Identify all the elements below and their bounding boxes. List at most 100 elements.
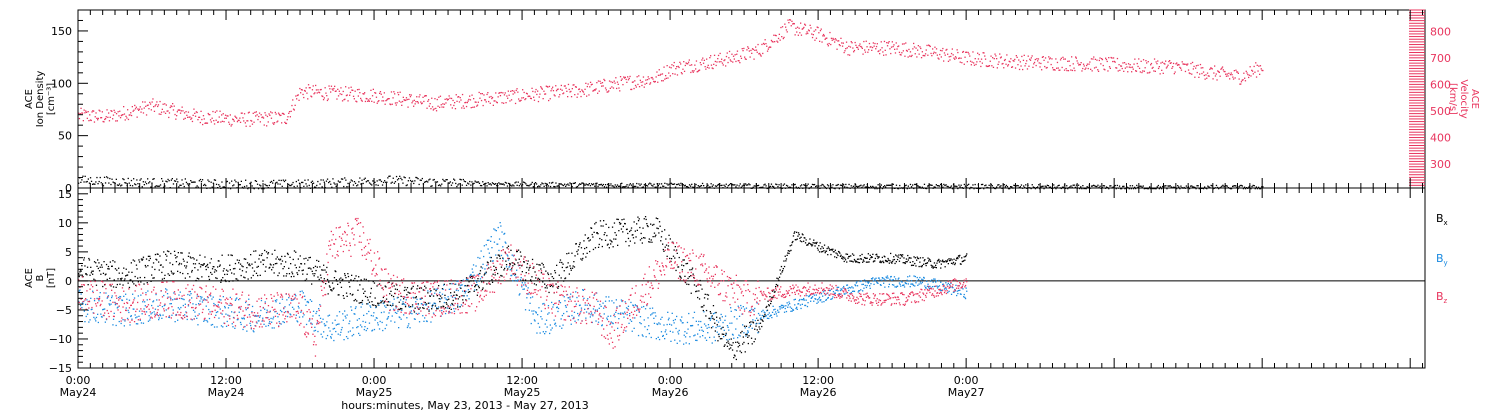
data-point	[312, 315, 314, 317]
data-point	[431, 185, 433, 187]
data-point	[608, 296, 610, 298]
data-point	[504, 232, 506, 235]
data-point	[210, 295, 212, 297]
data-point	[447, 296, 449, 298]
data-point	[582, 257, 584, 260]
data-point	[543, 90, 545, 92]
data-point	[1257, 186, 1260, 188]
data-point	[740, 332, 742, 334]
data-point	[1196, 71, 1198, 74]
data-point	[601, 325, 603, 327]
data-point	[1030, 57, 1032, 59]
data-point	[668, 183, 670, 185]
data-point	[931, 55, 933, 57]
data-point	[427, 181, 429, 183]
data-point	[439, 291, 441, 294]
data-point	[465, 290, 467, 292]
data-point	[516, 88, 518, 90]
data-point	[620, 222, 622, 225]
data-point	[138, 259, 140, 261]
data-point	[976, 61, 978, 63]
data-point	[544, 182, 546, 185]
data-point	[704, 293, 706, 295]
data-point	[802, 27, 804, 30]
data-point	[415, 301, 417, 303]
data-point	[825, 37, 827, 39]
data-point	[857, 261, 859, 264]
data-point	[1037, 60, 1039, 62]
data-point	[176, 115, 178, 117]
data-point	[351, 309, 353, 311]
data-point	[127, 177, 129, 180]
data-point	[563, 280, 565, 282]
data-point	[622, 313, 624, 315]
data-point	[751, 52, 753, 54]
data-point	[538, 96, 540, 98]
data-point	[540, 86, 542, 88]
data-point	[156, 314, 158, 316]
data-point	[756, 185, 759, 187]
data-point	[156, 185, 158, 187]
data-point	[176, 298, 178, 300]
data-point	[120, 114, 122, 117]
data-point	[206, 321, 209, 323]
data-point	[356, 326, 358, 329]
data-point	[626, 228, 628, 230]
data-point	[815, 242, 817, 244]
data-point	[606, 91, 608, 93]
data-point	[292, 108, 295, 110]
data-point	[646, 185, 649, 187]
data-point	[128, 271, 130, 273]
data-point	[732, 184, 734, 186]
data-point	[1037, 58, 1040, 60]
data-point	[305, 183, 307, 185]
data-point	[523, 261, 525, 263]
data-point	[500, 274, 502, 277]
data-point	[601, 239, 603, 241]
data-point	[868, 49, 870, 51]
data-point	[854, 260, 856, 262]
data-point	[881, 256, 883, 259]
data-point	[737, 341, 739, 343]
data-point	[523, 288, 525, 290]
data-point	[351, 274, 353, 276]
data-point	[239, 184, 241, 186]
data-point	[669, 238, 671, 240]
data-point	[323, 97, 325, 99]
data-point	[1205, 74, 1207, 76]
data-point	[948, 258, 950, 260]
data-point	[793, 232, 795, 234]
data-point	[934, 186, 936, 188]
data-point	[963, 63, 965, 65]
data-point	[432, 312, 435, 314]
data-point	[486, 185, 488, 187]
data-point	[278, 113, 280, 115]
data-point	[291, 306, 294, 308]
data-point	[487, 248, 489, 250]
data-point	[487, 262, 489, 264]
data-point	[551, 88, 553, 90]
data-point	[574, 182, 576, 184]
data-point	[311, 96, 313, 98]
data-point	[567, 96, 569, 98]
data-point	[253, 270, 256, 272]
data-point	[820, 248, 822, 250]
data-point	[467, 289, 470, 291]
data-point	[885, 54, 887, 56]
data-point	[540, 310, 543, 312]
data-point	[279, 309, 282, 312]
data-point	[196, 277, 198, 279]
data-point	[630, 301, 632, 304]
data-point	[374, 319, 376, 321]
data-point	[431, 97, 433, 99]
data-point	[481, 288, 484, 291]
data-point	[277, 183, 279, 185]
data-point	[426, 107, 428, 109]
data-point	[532, 90, 534, 93]
data-point	[189, 116, 191, 118]
data-point	[386, 181, 388, 183]
data-point	[93, 300, 96, 302]
data-point	[478, 91, 480, 94]
data-point	[512, 273, 515, 275]
data-point	[339, 334, 341, 336]
